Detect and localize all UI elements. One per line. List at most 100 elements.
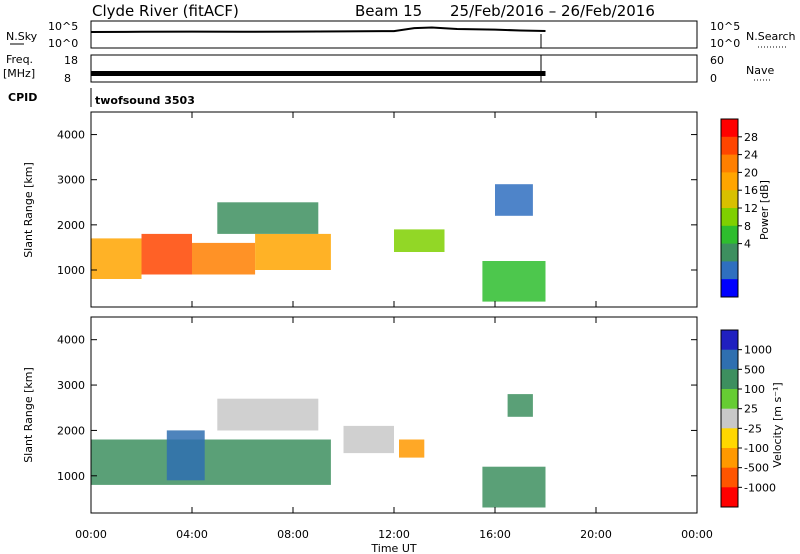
velocity-cbar-label-7: -1000 — [744, 481, 776, 494]
nave-tick-top: 60 — [710, 54, 724, 67]
vel-patches-patch-2 — [217, 398, 319, 431]
power-cbar-seg-1 — [721, 136, 738, 156]
power-colorbar-label: Power [dB] — [758, 180, 771, 240]
power-cbar-seg-7 — [721, 243, 738, 262]
velocity-ytick-label-2: 3000 — [57, 379, 85, 392]
power-panel — [90, 111, 698, 308]
velocity-patches — [91, 394, 546, 508]
power-ytick-label-1: 2000 — [57, 219, 85, 232]
power-patches-patch-6 — [482, 261, 546, 302]
power-ytick-label-2: 3000 — [57, 174, 85, 187]
power-cbar-seg-0 — [721, 119, 738, 138]
power-patches-patch-0 — [91, 238, 142, 279]
power-cbar-label-3: 16 — [744, 184, 758, 197]
nsearch-tick-bottom: 10^0 — [710, 37, 740, 50]
vel-patches-patch-6 — [507, 394, 533, 417]
power-patches-patch-3 — [255, 233, 331, 270]
velocity-cbar-label-1: 500 — [744, 363, 765, 376]
power-cbar-label-1: 24 — [744, 149, 758, 162]
velocity-cbar-label-2: 100 — [744, 383, 765, 396]
freq-unit: [MHz] — [3, 67, 35, 80]
velocity-cbar-label-5: -100 — [744, 442, 769, 455]
power-patches-patch-1 — [141, 233, 192, 275]
power-cbar-label-4: 12 — [744, 202, 758, 215]
station-title: Clyde River (fitACF) — [92, 2, 239, 20]
velocity-cbar-seg-1 — [721, 349, 738, 370]
nsky-tick-bottom: 10^0 — [48, 37, 78, 50]
power-colorbar: 28 24 20 16 12 8 4 — [720, 118, 758, 298]
velocity-cbar-label-3: 25 — [744, 403, 758, 416]
power-ytick-label-3: 4000 — [57, 129, 85, 142]
freq-tick-bottom: 8 — [64, 72, 71, 85]
velocity-cbar-label-6: -500 — [744, 462, 769, 475]
velocity-ytick-label-0: 1000 — [57, 470, 85, 483]
x-axis-label: Time UT — [370, 542, 416, 554]
vel-patches-patch-5 — [482, 466, 546, 508]
vel-patches-patch-3 — [343, 425, 394, 454]
power-patches-patch-5 — [394, 229, 445, 252]
nsky-line — [90, 26, 546, 33]
freq-title: Freq. — [6, 53, 33, 66]
power-cbar-seg-6 — [721, 225, 738, 245]
velocity-colorbar-label: Velocity [m s⁻¹] — [771, 382, 784, 467]
power-cbar-seg-4 — [721, 190, 738, 209]
nsearch-tick-top: 10^5 — [710, 20, 740, 33]
power-ylabel: Slant Range [km] — [22, 162, 35, 258]
velocity-cbar-seg-8 — [721, 487, 738, 508]
power-cbar-label-5: 8 — [744, 220, 751, 233]
beam-label: Beam 15 — [355, 2, 422, 20]
date-range: 25/Feb/2016 – 26/Feb/2016 — [450, 2, 655, 20]
cpid-label: CPID — [8, 91, 37, 104]
power-ytick-label-0: 1000 — [57, 264, 85, 277]
freq-band — [91, 71, 546, 76]
nsky-tick-top: 10^5 — [48, 20, 78, 33]
power-patches-patch-4 — [217, 202, 319, 234]
velocity-colorbar: 1000 500 100 25 -25 -100 -500 -1000 — [720, 329, 776, 508]
vel-patches-patch-0 — [91, 439, 331, 485]
x-tick-label-2: 08:00 — [277, 528, 309, 541]
x-tick-label-0: 00:00 — [75, 528, 107, 541]
velocity-cbar-seg-4 — [721, 408, 738, 429]
x-tick-label-1: 04:00 — [176, 528, 208, 541]
power-cbar-seg-3 — [721, 172, 738, 191]
x-tick-label-4: 16:00 — [479, 528, 511, 541]
velocity-cbar-seg-7 — [721, 467, 738, 488]
velocity-ytick-label-3: 4000 — [57, 334, 85, 347]
vel-patches-patch-4 — [399, 439, 425, 458]
freq-panel — [90, 54, 698, 83]
x-tick-label-6: 00:00 — [681, 528, 713, 541]
vel-patches-patch-1 — [166, 430, 205, 481]
x-ticks: 00:00 04:00 08:00 12:00 16:00 20:00 00:00 — [75, 112, 713, 541]
velocity-cbar-seg-5 — [721, 428, 738, 449]
velocity-cbar-seg-0 — [721, 330, 738, 351]
power-cbar-seg-2 — [721, 154, 738, 173]
power-cbar-label-0: 28 — [744, 131, 758, 144]
velocity-cbar-frame — [720, 329, 739, 508]
power-cbar-seg-5 — [721, 208, 738, 227]
nsearch-label: N.Search — [746, 30, 796, 43]
x-tick-label-3: 12:00 — [378, 528, 410, 541]
nave-label: Nave — [746, 64, 774, 77]
cpid-value: twofsound 3503 — [95, 94, 195, 107]
velocity-ylabel: Slant Range [km] — [22, 367, 35, 463]
power-cbar-label-2: 20 — [744, 166, 758, 179]
velocity-cbar-seg-2 — [721, 369, 738, 390]
velocity-cbar-label-4: -25 — [744, 422, 762, 435]
power-yticks: 1000 2000 3000 4000 — [57, 129, 697, 277]
power-patches-patch-7 — [495, 184, 533, 216]
velocity-yticks: 1000 2000 3000 4000 — [57, 334, 697, 483]
velocity-cbar-seg-6 — [721, 448, 738, 469]
velocity-cbar-label-0: 1000 — [744, 344, 772, 357]
power-cbar-label-6: 4 — [744, 238, 751, 251]
nsky-panel — [90, 20, 698, 49]
power-patches-patch-2 — [192, 242, 256, 275]
x-tick-label-5: 20:00 — [580, 528, 612, 541]
velocity-ytick-label-1: 2000 — [57, 424, 85, 437]
power-patches — [91, 184, 546, 302]
velocity-cbar-seg-3 — [721, 389, 738, 410]
freq-tick-top: 18 — [64, 54, 78, 67]
power-cbar-seg-9 — [721, 279, 738, 298]
nsky-label: N.Sky — [6, 30, 38, 43]
nave-tick-bottom: 0 — [710, 72, 717, 85]
